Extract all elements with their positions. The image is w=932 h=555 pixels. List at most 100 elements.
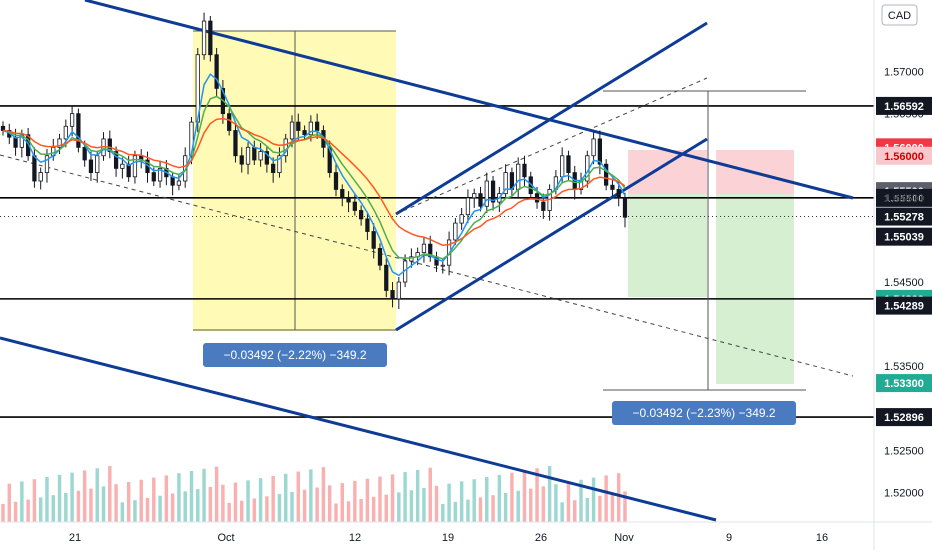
candle-body — [315, 121, 320, 131]
candle-body — [484, 180, 489, 207]
volume-bar — [32, 479, 37, 522]
candle-body — [132, 155, 138, 178]
candle-body — [503, 172, 508, 195]
candle-body — [289, 121, 295, 140]
volume-bar — [76, 490, 81, 522]
volume-bar — [120, 502, 125, 522]
take-profit-zone-2 — [716, 194, 794, 384]
trendline[interactable] — [0, 154, 854, 377]
trendline[interactable] — [0, 336, 717, 522]
volume-bar — [397, 492, 401, 522]
currency-badge-label[interactable]: CAD — [888, 10, 911, 22]
volume-bar — [170, 493, 175, 522]
volume-bar — [7, 483, 12, 522]
volume-bar — [485, 477, 489, 522]
volume-bar — [529, 488, 533, 522]
volume-bar — [309, 469, 313, 522]
volume-bar — [152, 477, 156, 522]
candle-body — [610, 184, 615, 190]
trendline[interactable] — [395, 77, 708, 215]
x-tick-label: 19 — [442, 532, 454, 544]
volume-bar — [139, 479, 143, 522]
volume-bar — [233, 482, 238, 522]
y-tick-label: 1.54500 — [884, 277, 924, 289]
candle-body — [44, 155, 50, 173]
trendline[interactable] — [84, 0, 854, 200]
volume-bar — [598, 495, 602, 522]
volume-bar — [573, 500, 577, 522]
volume-bar — [214, 466, 219, 522]
candle-body — [63, 125, 68, 140]
volume-bar — [189, 471, 194, 522]
volume-bar — [114, 484, 118, 522]
volume-bar — [133, 500, 137, 522]
candle-body — [264, 151, 270, 165]
volume-bar — [554, 484, 558, 522]
volume-bar — [321, 467, 326, 522]
moving-average-line — [2, 117, 626, 246]
candle-body — [233, 130, 238, 157]
volume-bar — [415, 469, 420, 522]
volume-bar — [164, 475, 169, 522]
take-profit-zone-1 — [628, 194, 707, 297]
volume-bar — [334, 503, 338, 522]
volume-bar — [101, 486, 106, 522]
candle-body — [465, 197, 471, 216]
trendline[interactable] — [395, 137, 708, 332]
volume-bar — [158, 495, 162, 522]
x-tick-label: 21 — [69, 532, 81, 544]
volume-bar — [359, 499, 363, 522]
volume-bar — [604, 475, 608, 522]
candle-body — [13, 136, 18, 148]
volume-bar — [522, 470, 527, 522]
volume-bar — [409, 490, 414, 522]
volume-bar — [208, 486, 213, 522]
volume-bar — [510, 472, 514, 522]
volume-bar — [566, 482, 571, 522]
candle-body — [358, 210, 364, 220]
candle-body — [38, 172, 43, 182]
x-tick-label: 26 — [535, 532, 547, 544]
candle-body — [26, 134, 31, 157]
volume-bar — [434, 485, 439, 522]
candle-body — [541, 201, 546, 211]
price-tag — [876, 296, 932, 315]
volume-bar — [441, 504, 445, 522]
candle-body — [566, 155, 571, 173]
trendline[interactable] — [395, 21, 708, 216]
candle-body — [472, 193, 477, 199]
volume-bar — [246, 480, 250, 522]
candle-body — [346, 197, 351, 203]
candle-body — [176, 180, 182, 186]
candle-body — [490, 180, 496, 203]
candle-body — [327, 146, 332, 173]
price-tag — [876, 188, 932, 207]
volume-bar — [585, 497, 590, 522]
volume-bar — [51, 495, 55, 522]
y-tick-label: 1.52000 — [884, 488, 924, 500]
volume-bar — [384, 494, 388, 522]
currency-badge[interactable] — [881, 4, 918, 26]
candle-body — [604, 163, 609, 186]
y-tick-label: 1.55500 — [884, 193, 924, 205]
volume-bar — [516, 490, 520, 522]
measurement-label: −0.03492 (−2.23%) −349.2 — [632, 406, 775, 420]
candle-body — [88, 159, 94, 173]
volume-bar — [390, 474, 395, 522]
volume-bar — [221, 484, 225, 522]
price-tag — [876, 374, 932, 393]
volume-bar — [70, 472, 74, 522]
candle-body — [616, 189, 621, 199]
volume-bar — [478, 497, 483, 522]
candle-body — [340, 189, 345, 199]
y-tick-label: 1.57000 — [884, 67, 924, 79]
candle-body — [560, 155, 565, 178]
x-tick-label: Nov — [614, 532, 634, 544]
price-tag-label: 1.53300 — [884, 378, 924, 390]
volume-bar — [20, 481, 24, 522]
x-tick-label: 9 — [726, 532, 732, 544]
price-tag-label: 1.55500 — [884, 193, 924, 205]
candle-body — [252, 146, 257, 161]
